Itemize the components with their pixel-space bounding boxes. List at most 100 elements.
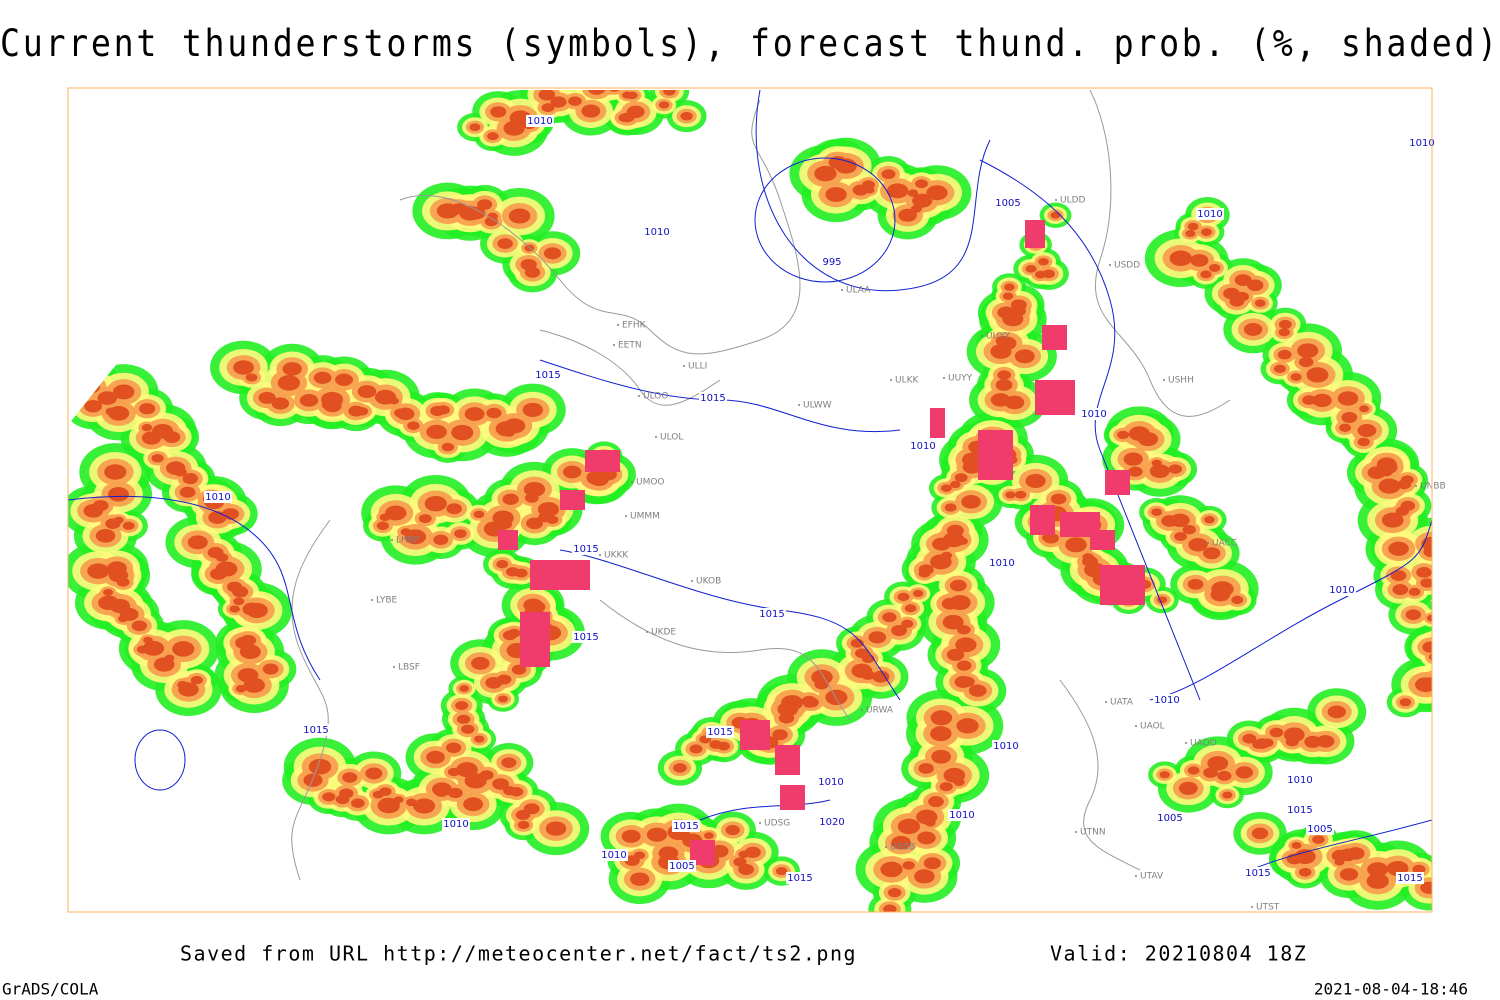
shade-blob: [151, 453, 164, 463]
shade-blob: [523, 481, 546, 497]
shade-blob: [1151, 508, 1163, 516]
shade-blob: [105, 518, 121, 529]
shade-blob: [351, 798, 365, 808]
shade-blob: [915, 179, 928, 189]
shade-blob: [526, 517, 544, 530]
isobar-label: 1020: [819, 817, 844, 828]
shade-blob: [1041, 534, 1052, 542]
shade-blob: [492, 510, 514, 526]
isobar-label-bg: [204, 491, 232, 503]
station-code: UDSG: [764, 819, 790, 829]
station-dot: [631, 481, 633, 483]
shade-blob: [335, 794, 350, 805]
shade-blob: [930, 554, 952, 570]
shade-blob: [262, 663, 279, 675]
shade-blob: [142, 640, 165, 656]
shade-blob: [190, 675, 203, 685]
shade-blob: [432, 782, 452, 797]
shade-blob: [239, 644, 261, 660]
station-code: UKKK: [604, 551, 629, 561]
shade-blob: [918, 763, 934, 774]
shade-blob: [376, 521, 390, 531]
station-dot: [981, 335, 983, 337]
shade-blob: [1401, 475, 1414, 485]
isobar-label: 1015: [1287, 805, 1312, 816]
thunderstorm-symbol: [560, 490, 585, 510]
shade-blob: [365, 767, 383, 780]
shade-blob: [1161, 515, 1178, 527]
isobar-label-bg: [1306, 823, 1334, 835]
station-code: EETN: [618, 341, 642, 351]
shade-blob: [209, 568, 227, 580]
shade-blob: [1014, 490, 1027, 499]
shade-blob: [446, 742, 462, 754]
isobar-label-bg: [992, 740, 1020, 752]
shade-blob: [243, 677, 265, 693]
shade-blob: [282, 362, 302, 376]
station-code: ULKK: [895, 376, 920, 386]
isobar-label: 1015: [303, 725, 328, 736]
shade-blob: [926, 185, 948, 201]
shade-blob: [233, 597, 245, 606]
isobar-label-bg: [442, 818, 470, 830]
station-code: ULLI: [688, 362, 707, 372]
shade-blob: [962, 452, 983, 467]
shade-blob: [954, 676, 972, 688]
shade-blob: [1392, 584, 1409, 596]
station-code: UTNN: [1080, 828, 1106, 838]
station-dot: [691, 580, 693, 582]
isobar: [699, 799, 831, 821]
shade-blob: [357, 385, 377, 399]
isobar-label: 1005: [669, 861, 694, 872]
shade-blob: [95, 528, 116, 543]
shade-blob: [1005, 491, 1016, 499]
shade-blob: [1291, 842, 1302, 849]
shade-blob: [1339, 868, 1359, 881]
station-dot: [646, 631, 648, 633]
timestamp: 2021-08-04-18:46: [1314, 980, 1468, 999]
station-code: UATA: [1110, 698, 1134, 708]
shade-blob: [1412, 864, 1426, 874]
isobar-label: 1010: [644, 227, 669, 238]
isobar-label: 1010: [989, 558, 1014, 569]
isobar-label: 1005: [1157, 813, 1182, 824]
shade-blob: [1254, 738, 1270, 749]
shade-blob: [1306, 367, 1329, 383]
shade-blob: [322, 792, 336, 802]
shade-blob: [1304, 735, 1322, 748]
coastline: [1089, 90, 1231, 417]
shade-blob: [931, 749, 952, 764]
station-code: UUYY: [986, 332, 1011, 342]
shade-blob: [177, 680, 189, 689]
shade-blob: [342, 772, 358, 783]
shade-blob: [446, 503, 463, 515]
shade-blob: [245, 373, 258, 382]
isobar-label-bg: [1080, 408, 1108, 420]
shade-blob: [1065, 537, 1087, 553]
shade-blob: [232, 586, 249, 598]
shade-blob: [240, 634, 257, 646]
shade-blob: [1200, 270, 1212, 279]
shade-blob: [122, 521, 135, 530]
isobar-label-bg: [1328, 584, 1356, 596]
shade-blob: [1169, 250, 1192, 267]
shade-blob: [1390, 570, 1407, 582]
coastline: [291, 519, 331, 881]
shade-blob: [139, 403, 156, 415]
shade-blob: [949, 595, 971, 611]
shade-blob: [897, 818, 920, 835]
shade-blob: [887, 887, 902, 898]
shade-blob: [404, 529, 427, 545]
shade-blob: [108, 487, 129, 502]
coastline: [1059, 679, 1141, 871]
shade-blob: [426, 424, 447, 440]
shade-blob: [902, 861, 915, 870]
thunderstorm-symbol: [780, 785, 805, 810]
isobar-label: 995: [822, 257, 841, 268]
shade-blob: [861, 654, 875, 664]
shade-blob: [1312, 835, 1325, 844]
shade-blob: [562, 465, 582, 479]
station-dot: [1251, 906, 1253, 908]
isobar-label: 1015: [787, 873, 812, 884]
shade-blob: [1159, 771, 1170, 779]
